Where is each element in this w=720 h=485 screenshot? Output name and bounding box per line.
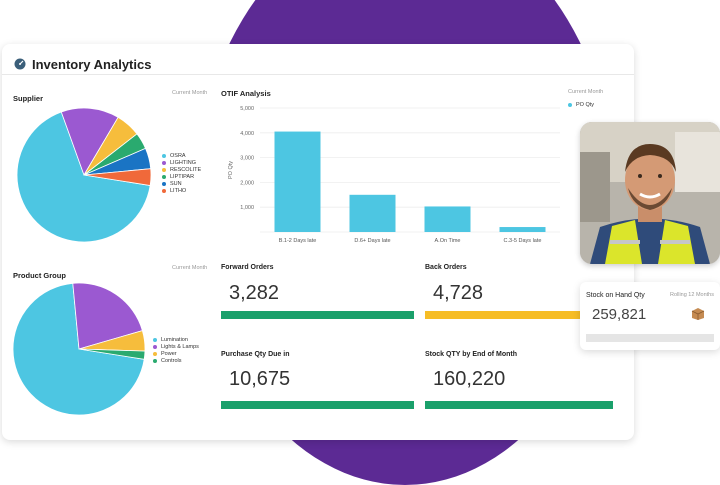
product-group-legend-item: Power [153, 350, 199, 357]
otif-bar-chart: PO Qty 5,000 4,000 3,000 2,000 1,000 B.1-2 Day… [228, 106, 560, 244]
purchase-qty-value: 10,675 [229, 368, 291, 390]
supplier-legend-item: RESCOLITE [162, 166, 201, 173]
product-group-slice-1 [72, 282, 143, 350]
supplier-legend-item: OSRA [162, 152, 201, 159]
product-group-legend-label: Controls [161, 357, 182, 364]
stock-on-hand-period: Rolling 12 Months [669, 292, 714, 298]
supplier-legend-label: OSRA [170, 152, 186, 159]
forward-orders-label: Forward Orders [221, 264, 274, 271]
legend-dot [153, 358, 157, 363]
supplier-legend-item: SUN [162, 180, 201, 187]
y-tick-label: 4,000 [240, 131, 254, 137]
header-divider [2, 74, 634, 75]
otif-bar [499, 227, 546, 232]
legend-dot [162, 153, 166, 158]
y-tick-label: 1,000 [240, 205, 254, 211]
product-group-legend-label: Lights & Lamps [161, 343, 199, 350]
supplier-legend: OSRA LIGHTING RESCOLITE LIPTIPAR SUN LITHO [162, 152, 201, 194]
otif-bar [424, 206, 471, 232]
back-orders-bar [425, 311, 585, 319]
back-orders-value: 4,728 [433, 282, 484, 304]
legend-dot [162, 160, 166, 165]
supplier-pie-chart [16, 107, 152, 243]
stock-on-hand-bar [586, 334, 714, 342]
stock-qty-value: 160,220 [433, 368, 506, 390]
purchase-qty-label: Purchase Qty Due in [221, 351, 290, 358]
product-group-legend-item: Lumination [153, 336, 199, 343]
legend-dot [153, 337, 157, 342]
x-tick-label: B.1-2 Days late [279, 238, 317, 244]
supplier-legend-label: LITHO [170, 187, 187, 194]
otif-period: Current Month [568, 89, 604, 95]
page-title: Inventory Analytics [32, 56, 152, 72]
stock-on-hand-card: Stock on Hand Qty Rolling 12 Months 259,… [580, 282, 720, 350]
supplier-title: Supplier [13, 94, 44, 103]
supplier-legend-label: LIPTIPAR [170, 173, 195, 180]
product-group-slice-3 [78, 348, 146, 360]
supplier-slice-5 [83, 168, 152, 186]
y-axis-label: PO Qty [228, 161, 234, 179]
supplier-legend-item: LIPTIPAR [162, 173, 201, 180]
supplier-legend-item: LIGHTING [162, 159, 201, 166]
gauge-icon [14, 58, 26, 70]
product-group-legend-item: Lights & Lamps [153, 343, 199, 350]
legend-dot [568, 102, 572, 107]
back-orders-label: Back Orders [425, 264, 467, 271]
legend-dot [162, 188, 166, 193]
legend-dot [153, 344, 157, 349]
supplier-legend-label: SUN [170, 180, 182, 187]
legend-dot [162, 181, 166, 186]
y-tick-label: 3,000 [240, 156, 254, 162]
y-tick-label: 2,000 [240, 180, 254, 186]
otif-bar [274, 131, 321, 232]
forward-orders-value: 3,282 [229, 282, 280, 304]
product-group-period: Current Month [172, 265, 208, 271]
supplier-period: Current Month [172, 90, 208, 96]
inventory-analytics-card: Inventory Analytics Supplier Current Mon… [2, 44, 634, 440]
stock-on-hand-value: 259,821 [592, 306, 647, 323]
supplier-legend-label: LIGHTING [170, 159, 196, 166]
worker-portrait-icon [580, 122, 720, 264]
stock-qty-bar [425, 401, 613, 409]
legend-dot [162, 174, 166, 179]
stock-qty-label: Stock QTY by End of Month [425, 351, 518, 358]
supplier-legend-label: RESCOLITE [170, 166, 202, 173]
otif-title: OTIF Analysis [221, 89, 271, 98]
x-tick-label: A.On Time [435, 238, 461, 244]
box-icon [691, 308, 705, 320]
product-group-title: Product Group [13, 271, 66, 280]
supplier-legend-item: LITHO [162, 187, 201, 194]
legend-dot [162, 167, 166, 172]
product-group-legend-item: Controls [153, 357, 199, 364]
otif-legend: PO Qty [568, 101, 594, 108]
purchase-qty-bar [221, 401, 414, 409]
product-group-legend-label: Lumination [161, 336, 188, 343]
stock-on-hand-label: Stock on Hand Qty [586, 292, 645, 299]
product-group-pie-chart [12, 282, 146, 416]
x-tick-label: D.6+ Days late [354, 238, 390, 244]
card-header: Inventory Analytics [14, 54, 151, 74]
supplier-slice-1 [60, 107, 119, 176]
otif-legend-label: PO Qty [576, 101, 595, 108]
product-group-legend: Lumination Lights & Lamps Power Controls [153, 336, 199, 364]
legend-dot [153, 351, 157, 356]
y-tick-label: 5,000 [240, 106, 254, 112]
x-tick-label: C.3-5 Days late [504, 238, 542, 244]
forward-orders-bar [221, 311, 414, 319]
supplier-slice-0 [16, 111, 151, 243]
product-group-legend-label: Power [161, 350, 177, 357]
otif-bar [349, 194, 396, 232]
